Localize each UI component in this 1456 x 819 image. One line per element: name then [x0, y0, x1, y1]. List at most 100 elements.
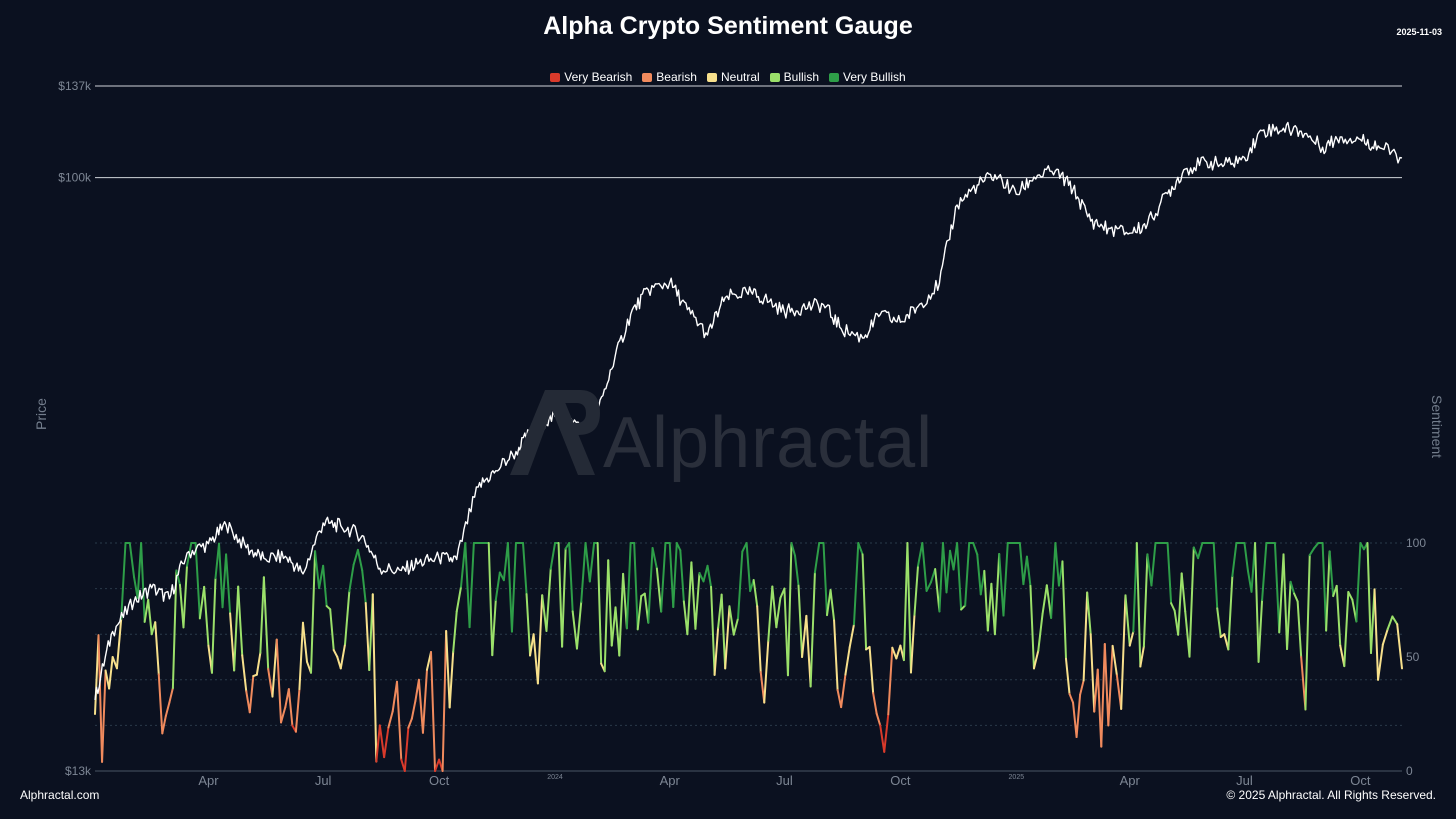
sentiment-segment — [1343, 591, 1350, 668]
sentiment-segment — [1041, 584, 1048, 615]
sentiment-segment — [1045, 584, 1053, 619]
sentiment-segment — [1082, 591, 1089, 682]
legend-item[interactable]: Neutral — [706, 70, 760, 84]
sentiment-segment — [651, 547, 658, 570]
legend-label: Neutral — [720, 70, 760, 84]
sentiment-segment — [1321, 542, 1328, 632]
sentiment-segment — [1150, 542, 1157, 587]
sentiment-segment — [108, 656, 114, 690]
sentiment-segment — [356, 548, 364, 572]
sentiment-segment — [430, 651, 437, 772]
sentiment-segment — [956, 542, 963, 611]
sentiment-segment — [945, 549, 952, 594]
sentiment-segment — [1064, 657, 1071, 695]
sentiment-segment — [1089, 633, 1096, 713]
sentiment-segment — [545, 567, 552, 632]
sentiment-segment — [618, 572, 625, 657]
sentiment-segment — [298, 621, 304, 691]
sentiment-segment — [575, 600, 583, 650]
sentiment-segment — [690, 561, 697, 630]
sentiment-segment — [964, 542, 971, 607]
sentiment-segment — [329, 608, 335, 652]
sentiment-segment — [1192, 546, 1200, 560]
sentiment-segment — [829, 589, 836, 622]
sentiment-segment — [525, 593, 532, 657]
sentiment-segment — [909, 613, 916, 674]
sentiment-segment — [445, 629, 451, 709]
sentiment-segment — [1120, 594, 1127, 710]
sentiment-segment — [468, 542, 475, 629]
sentiment-segment — [464, 542, 471, 629]
sentiment-segment — [221, 553, 228, 609]
sentiment-segment — [417, 678, 424, 734]
sentiment-segment — [1139, 645, 1145, 668]
sentiment-segment — [1243, 542, 1249, 573]
sentiment-segment — [983, 569, 989, 632]
legend-item[interactable]: Bearish — [642, 70, 697, 84]
sentiment-segment — [868, 645, 875, 695]
sentiment-segment — [622, 572, 628, 630]
sentiment-segment — [522, 542, 528, 596]
legend-item[interactable]: Bullish — [769, 70, 819, 84]
sentiment-segment — [1018, 542, 1025, 586]
sentiment-segment — [713, 626, 720, 676]
sentiment-segment — [913, 564, 920, 616]
sentiment-segment — [407, 717, 413, 729]
sentiment-segment — [395, 680, 403, 761]
sentiment-segment — [686, 561, 693, 636]
sentiment-segment — [1025, 555, 1032, 587]
sentiment-segment — [301, 621, 308, 663]
legend-item[interactable]: Very Bearish — [550, 70, 632, 84]
sentiment-segment — [410, 699, 417, 720]
legend-swatch — [769, 72, 780, 82]
sentiment-segment — [510, 542, 517, 633]
sentiment-segment — [1124, 594, 1131, 647]
sentiment-segment — [813, 542, 821, 574]
sentiment-segment — [1396, 623, 1403, 670]
sentiment-segment — [1107, 644, 1114, 727]
sentiment-segment — [756, 605, 762, 674]
sentiment-segment — [128, 542, 136, 579]
sentiment-segment — [218, 542, 224, 609]
x-tick-label: Jul — [315, 773, 332, 788]
sentiment-segment — [745, 542, 752, 593]
sentiment-segment — [763, 639, 770, 704]
sentiment-segment — [452, 610, 458, 653]
sentiment-segment — [1061, 560, 1067, 660]
legend-swatch — [550, 72, 561, 82]
sentiment-segment — [625, 542, 632, 630]
sentiment-segment — [875, 712, 882, 727]
sentiment-segment — [861, 553, 868, 651]
sentiment-segment — [1180, 572, 1187, 613]
sentiment-segment — [775, 597, 782, 629]
sentiment-segment — [1142, 553, 1149, 648]
sentiment-segment — [1286, 580, 1292, 651]
sentiment-segment — [1391, 615, 1399, 626]
sentiment-segment — [767, 585, 774, 642]
sentiment-segment — [147, 598, 153, 636]
sentiment-segment — [706, 564, 713, 588]
sentiment-segment — [891, 646, 898, 660]
sentiment-segment — [596, 542, 603, 665]
sentiment-segment — [1373, 588, 1380, 681]
sentiment-segment — [194, 542, 201, 620]
legend-item[interactable]: Very Bullish — [829, 70, 906, 84]
sentiment-segment — [259, 576, 265, 654]
sentiment-tick-label: 0 — [1406, 764, 1413, 778]
x-tick-label: Apr — [198, 773, 219, 788]
sentiment-segment — [1359, 542, 1365, 551]
sentiment-segment — [157, 673, 164, 735]
sentiment-segment — [210, 577, 217, 674]
sentiment-segment — [1377, 643, 1384, 681]
sentiment-segment — [532, 633, 539, 685]
sentiment-segment — [1325, 550, 1331, 632]
sentiment-segment — [164, 701, 171, 717]
sentiment-segment — [1304, 554, 1311, 711]
sentiment-segment — [879, 724, 886, 753]
sentiment-segment — [1347, 591, 1354, 601]
sentiment-segment — [1216, 607, 1222, 639]
sentiment-segment — [702, 564, 709, 583]
sentiment-segment — [809, 571, 816, 688]
sentiment-segment — [1132, 542, 1138, 633]
sentiment-segment — [271, 638, 278, 698]
